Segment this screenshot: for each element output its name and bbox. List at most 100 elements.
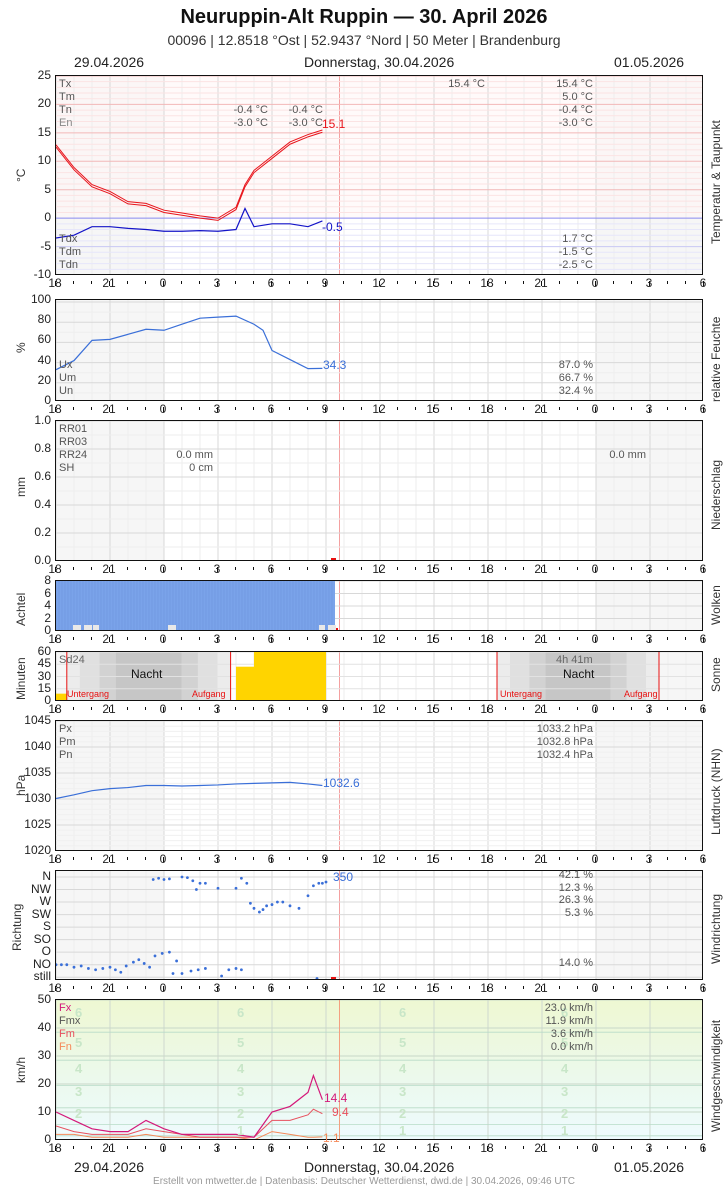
x-tick-label: 21 (102, 1141, 116, 1155)
date-current-bottom: Donnerstag, 30.04.2026 (304, 1159, 455, 1175)
stat-value: -3.0 °C (233, 117, 268, 129)
stat-value: 32.4 % (558, 385, 593, 397)
x-tick-label: 18 (480, 1141, 494, 1155)
panel-title-clouds: Wolken (709, 585, 723, 625)
x-tick-label: 18 (48, 402, 62, 416)
x-tick-label: 18 (480, 981, 494, 995)
fn-end-value: 1.1 (323, 1130, 340, 1145)
beaufort-label: 4 (561, 1061, 569, 1077)
date-previous: 29.04.2026 (74, 54, 145, 70)
fx-end-value: 14.4 (324, 1090, 348, 1105)
panel-title-wind-direction: Windrichtung (709, 894, 723, 965)
x-tick-label: 18 (48, 632, 62, 646)
x-tick-label: 15 (426, 702, 440, 716)
legend-label: Tdx (59, 233, 78, 245)
panel-title-temperature: Temperatur & Taupunkt (709, 119, 723, 244)
direction-end-value: 350 (333, 870, 354, 884)
beaufort-label: 2 (75, 1106, 83, 1122)
y-axis-unit: % (14, 342, 28, 353)
y-tick-label: 1020 (24, 843, 51, 857)
sd24-label: Sd24 (59, 654, 85, 666)
x-tick-label: 12 (372, 702, 386, 716)
y-tick-label: 60 (37, 332, 51, 347)
stat-value: -0.4 °C (558, 104, 593, 116)
beaufort-label: 5 (237, 1034, 245, 1050)
y-tick-label: 50 (37, 992, 51, 1006)
stat-value: 1033.2 hPa (536, 723, 593, 735)
x-tick-label: 15 (426, 632, 440, 646)
y-tick-label: 40 (37, 1020, 51, 1034)
y-tick-label: 0 (44, 393, 51, 407)
x-axis-ticks (55, 560, 705, 578)
y-tick-label: 0.0 (34, 553, 51, 567)
y-tick-label: 1025 (24, 817, 51, 831)
night-label-2: Nacht (563, 667, 595, 681)
y-tick-label: 6 (44, 585, 51, 600)
y-tick-label: 1040 (24, 739, 51, 753)
sunrise-label: Aufgang (192, 689, 226, 699)
pressure-chart (55, 720, 703, 851)
y-tick-label: 10 (37, 153, 51, 168)
night-label: Nacht (131, 667, 163, 681)
beaufort-label: 1 (237, 1123, 245, 1138)
beaufort-label: 1 (399, 1123, 407, 1138)
y-tick-label: 30 (37, 668, 51, 683)
x-tick-label: 21 (534, 852, 548, 866)
stat-value: 66.7 % (558, 372, 593, 384)
legend-label: Fx (59, 1002, 72, 1014)
y-tick-label: 40 (37, 352, 51, 367)
y-tick-label: 20 (37, 96, 51, 111)
y-tick-label: 5 (44, 181, 51, 196)
x-tick-label: 18 (480, 852, 494, 866)
direction-tick-label: S (42, 919, 51, 934)
y-tick-label: 1045 (24, 713, 51, 727)
stat-value: -0.4 °C (288, 104, 323, 116)
station-info: 00096 | 12.8518 °Ost | 52.9437 °Nord | 5… (167, 32, 561, 48)
beaufort-label: 4 (399, 1061, 407, 1077)
stat-value: 0 cm (189, 462, 213, 474)
x-axis-ticks (55, 400, 705, 418)
stat-value: 15.4 °C (448, 78, 485, 90)
humidity-chart (55, 299, 703, 401)
cloud-chart (55, 580, 703, 631)
x-tick-label: 15 (426, 562, 440, 576)
stat-value: -1.5 °C (558, 246, 593, 258)
direction-share: 26.3 % (558, 894, 593, 907)
y-tick-label: 20 (37, 372, 51, 387)
x-tick-label: 15 (426, 276, 440, 290)
legend-label: Un (59, 385, 74, 397)
sunrise-label-2: Aufgang (624, 689, 658, 699)
legend-label: SH (59, 462, 75, 474)
dew-end-value: -0.5 (322, 220, 343, 234)
panel-title-pressure: Luftdruck (NHN) (709, 747, 723, 835)
beaufort-label: 2 (399, 1106, 407, 1122)
y-tick-label: 0.2 (34, 525, 51, 539)
beaufort-label: 5 (399, 1034, 407, 1050)
stat-value: 0.0 mm (176, 449, 213, 461)
x-tick-label: 12 (372, 852, 386, 866)
fm-end-value: 9.4 (332, 1104, 349, 1119)
x-tick-label: 12 (372, 1141, 386, 1155)
date-previous-bottom: 29.04.2026 (74, 1159, 145, 1175)
x-tick-label: 18 (48, 981, 62, 995)
legend-label: Ux (59, 359, 73, 371)
stat-value: 5.0 °C (562, 91, 593, 103)
x-tick-label: 21 (534, 1141, 548, 1155)
beaufort-label: 5 (561, 1034, 569, 1050)
direction-tick-label: still (33, 969, 51, 984)
footer-credit: Erstellt von mtwetter.de | Datenbasis: D… (153, 1176, 575, 1187)
legend-label: En (59, 117, 73, 129)
beaufort-label: 3 (561, 1083, 569, 1099)
x-tick-label: 21 (102, 632, 116, 646)
direction-tick-label: SW (31, 906, 51, 921)
legend-label: Fn (59, 1041, 72, 1053)
temperature-chart (55, 75, 703, 275)
sunset-label-2: Untergang (500, 689, 543, 699)
legend-label: Pn (59, 749, 73, 761)
y-tick-label: -5 (40, 238, 51, 253)
legend-label: Fmx (59, 1015, 81, 1027)
x-tick-label: 21 (534, 632, 548, 646)
beaufort-label: 4 (237, 1061, 245, 1077)
x-tick-label: 21 (534, 276, 548, 290)
temp-end-value: 15.1 (322, 117, 346, 131)
